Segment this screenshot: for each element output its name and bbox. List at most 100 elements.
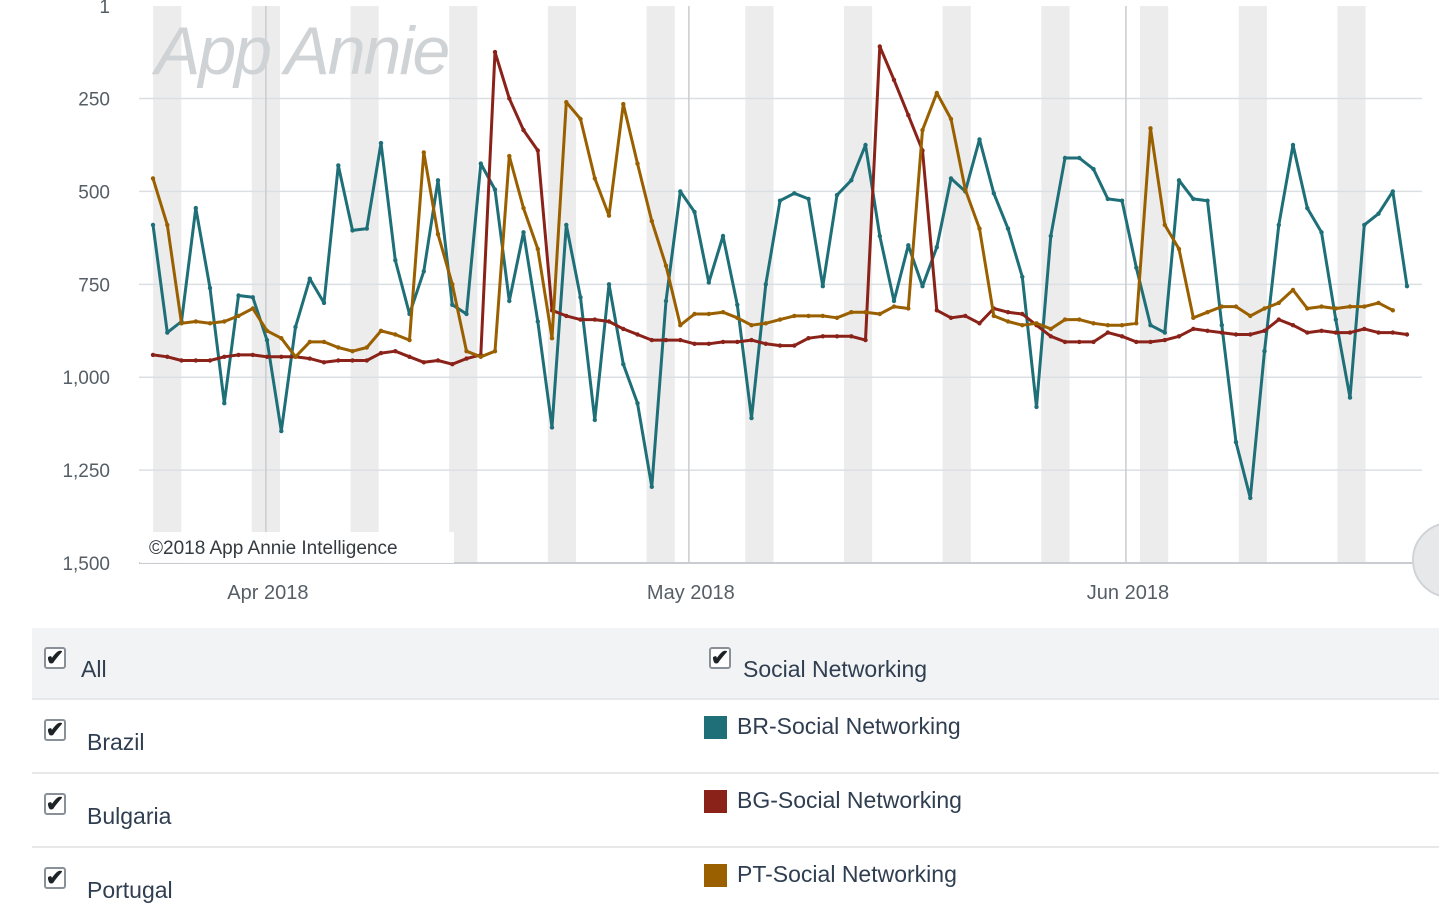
data-point-1-76 [1233, 332, 1239, 337]
data-point-1-58 [977, 321, 982, 326]
data-point-0-54 [920, 284, 925, 289]
br-series-label: BR-Social Networking [737, 713, 961, 739]
data-point-2-24 [492, 349, 498, 354]
data-point-0-47 [820, 284, 825, 289]
data-point-0-56 [948, 176, 954, 181]
data-point-2-45 [792, 313, 797, 319]
series-line-2 [151, 91, 1395, 359]
data-point-2-29 [564, 100, 569, 105]
data-point-0-16 [378, 140, 384, 146]
x-tick-label-2: Jun 2018 [1087, 582, 1169, 604]
data-point-1-63 [1048, 334, 1054, 339]
data-point-1-70 [1148, 339, 1153, 345]
data-point-0-75 [1219, 323, 1225, 328]
data-point-1-37 [678, 337, 683, 343]
data-point-2-77 [1248, 313, 1253, 319]
data-point-2-72 [1176, 246, 1182, 252]
data-point-2-30 [578, 116, 583, 122]
data-point-0-48 [834, 192, 840, 198]
data-point-2-79 [1276, 300, 1282, 306]
data-point-2-26 [521, 205, 526, 211]
data-point-0-83 [1333, 317, 1339, 322]
data-point-1-29 [564, 313, 569, 319]
social-networking-checkbox[interactable]: ✔ [709, 647, 731, 669]
y-axis: 1 250 500 750 1,000 1,250 1,500 [62, 0, 110, 575]
copyright-text: ©2018 App Annie Intelligence [149, 538, 398, 559]
data-point-2-53 [906, 306, 911, 311]
series-pt-social-networking [150, 90, 1396, 359]
checkmark-icon: ✔ [45, 645, 65, 670]
data-point-0-20 [435, 178, 441, 183]
data-point-1-2 [179, 358, 184, 363]
data-point-0-71 [1162, 330, 1168, 335]
rank-chart: App Annie ©2018 App Annie Intelligence 1… [62, 0, 1439, 604]
data-point-0-5 [222, 401, 227, 406]
data-point-2-5 [222, 319, 227, 324]
data-point-1-44 [777, 343, 783, 348]
data-point-2-35 [649, 218, 654, 224]
data-point-0-49 [849, 178, 854, 183]
data-point-1-15 [364, 358, 369, 363]
data-point-1-27 [535, 148, 540, 153]
data-point-1-87 [1390, 330, 1396, 335]
data-point-2-34 [635, 161, 640, 166]
data-point-1-7 [250, 352, 255, 358]
y-tick-label-3: 750 [78, 275, 110, 296]
data-point-0-81 [1305, 205, 1310, 211]
series-br-social-networking [150, 137, 1410, 501]
data-point-0-45 [792, 191, 797, 196]
y-tick-label-1: 250 [78, 90, 110, 111]
data-point-1-22 [464, 356, 469, 361]
data-point-0-14 [350, 228, 355, 233]
data-point-2-21 [450, 282, 455, 287]
legend-row-portugal: ✔ Portugal PT-Social Networking [32, 848, 1439, 920]
data-point-0-34 [635, 401, 640, 406]
bg-series-label: BG-Social Networking [737, 787, 962, 813]
data-point-0-29 [564, 222, 569, 228]
data-point-1-39 [706, 341, 711, 346]
data-point-0-79 [1276, 222, 1282, 228]
data-point-0-72 [1176, 178, 1182, 183]
data-point-1-65 [1077, 339, 1082, 345]
data-point-1-45 [792, 343, 797, 348]
data-point-1-79 [1276, 317, 1282, 322]
data-point-1-19 [421, 360, 426, 365]
data-point-1-41 [735, 339, 740, 345]
data-point-2-37 [678, 323, 683, 328]
data-point-0-74 [1205, 198, 1210, 203]
data-point-0-24 [492, 187, 498, 192]
data-point-0-27 [535, 319, 540, 324]
data-point-1-78 [1262, 328, 1267, 333]
data-point-0-9 [279, 428, 284, 434]
data-point-0-35 [649, 484, 654, 489]
data-point-2-78 [1262, 306, 1267, 311]
data-point-2-73 [1191, 315, 1196, 320]
data-point-0-88 [1404, 284, 1410, 289]
data-point-0-63 [1048, 233, 1054, 239]
bulgaria-checkbox[interactable]: ✔ [44, 793, 66, 815]
data-point-0-22 [464, 311, 469, 317]
data-point-2-83 [1333, 306, 1339, 311]
data-point-0-12 [321, 300, 327, 306]
data-point-2-3 [193, 319, 198, 324]
data-point-1-17 [393, 349, 398, 354]
data-point-1-38 [692, 341, 697, 346]
data-point-2-65 [1077, 317, 1082, 322]
data-point-0-31 [592, 417, 597, 423]
data-point-2-87 [1390, 308, 1396, 313]
data-point-1-64 [1062, 339, 1068, 345]
data-point-1-83 [1333, 330, 1339, 335]
social-networking-label: Social Networking [743, 656, 928, 682]
brazil-checkbox[interactable]: ✔ [44, 719, 66, 741]
data-point-2-28 [549, 336, 555, 341]
data-point-1-67 [1105, 330, 1111, 335]
all-checkbox[interactable]: ✔ [44, 647, 66, 669]
portugal-checkbox[interactable]: ✔ [44, 867, 66, 889]
x-axis: Apr 2018 May 2018 Jun 2018 [227, 582, 1169, 604]
data-point-2-17 [393, 332, 398, 337]
data-point-2-10 [293, 354, 298, 359]
data-point-2-68 [1119, 323, 1125, 328]
data-point-0-70 [1148, 323, 1153, 328]
data-point-1-49 [849, 334, 854, 339]
data-point-0-43 [763, 282, 768, 287]
